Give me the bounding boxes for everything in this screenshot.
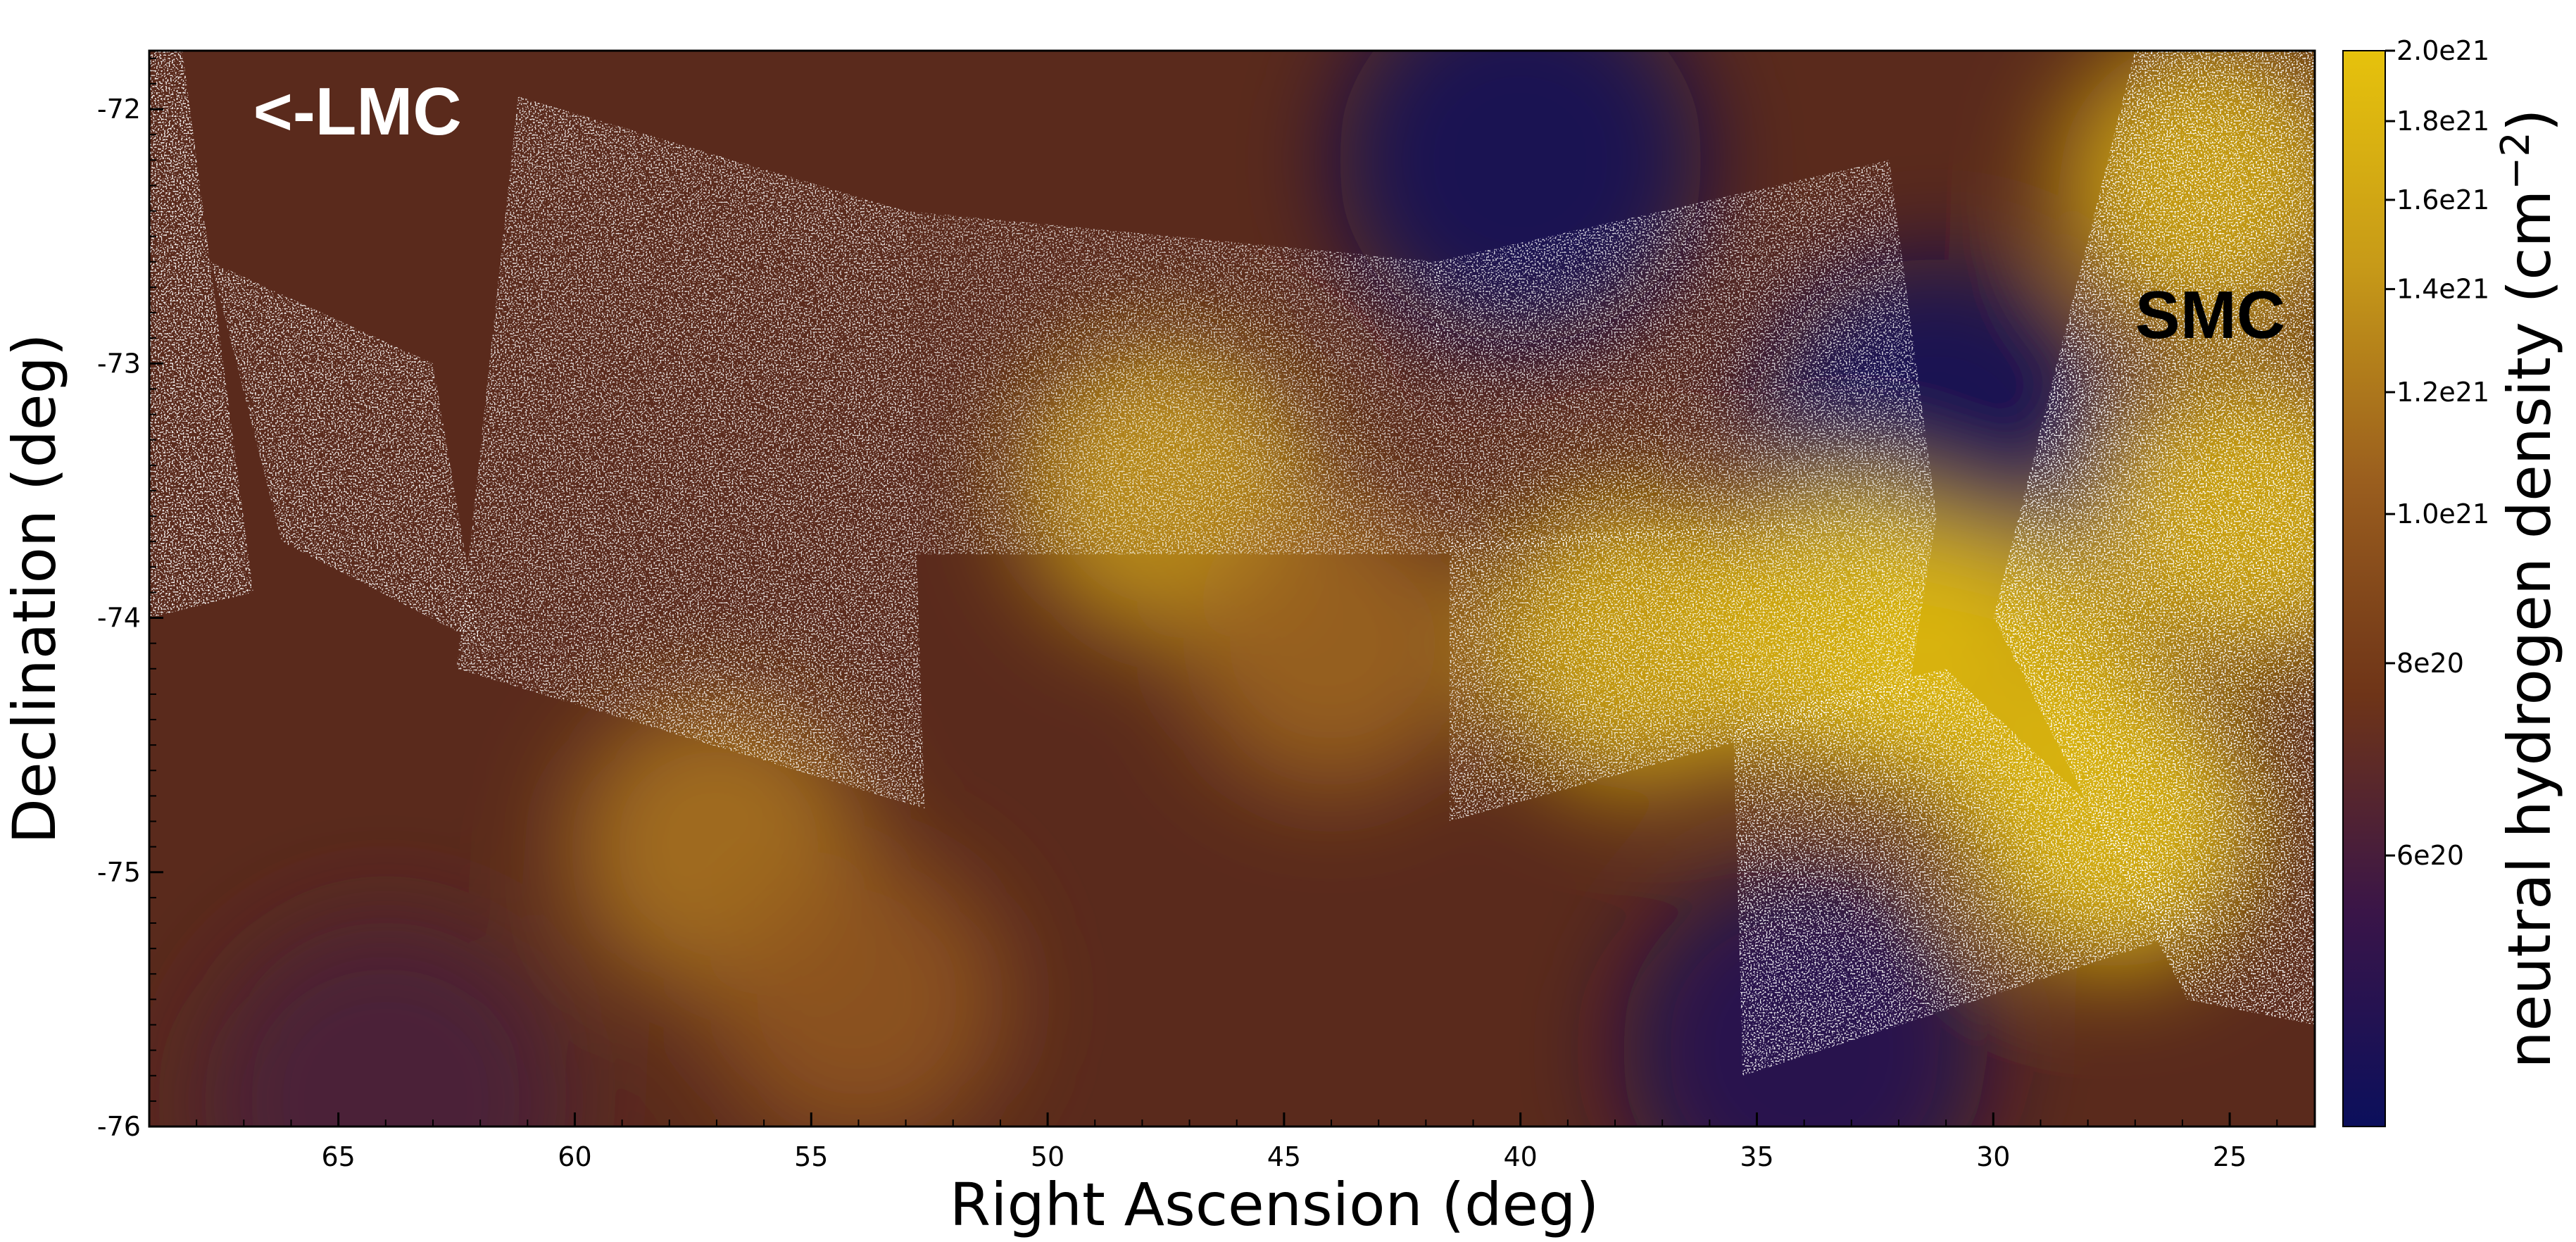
x-axis-title: Right Ascension (deg) <box>950 1170 1600 1239</box>
x-tick-label: 65 <box>321 1141 355 1172</box>
colorbar-label-exponent: −2 <box>2493 132 2539 190</box>
hi-low-region <box>202 917 569 1127</box>
colorbar-tick-label: 6e20 <box>2396 840 2464 871</box>
colorbar-ticks: 2.0e21 1.8e21 1.6e21 1.4e21 1.2e21 1.0e21 8e20… <box>2385 35 2489 871</box>
x-tick-label: 55 <box>794 1141 828 1172</box>
y-tick-label: -75 <box>97 857 141 888</box>
star-field-tile <box>149 51 253 618</box>
star-field-tile <box>1993 51 2315 1025</box>
colorbar-bar <box>2342 50 2386 1127</box>
x-tick-label: 35 <box>1740 1141 1773 1172</box>
plot-frame <box>148 49 2316 1128</box>
colorbar-tick-label: 2.0e21 <box>2396 35 2489 66</box>
x-axis: 65 60 55 50 45 40 35 30 25 <box>196 1112 2278 1172</box>
colorbar-tick-label: 1.4e21 <box>2396 274 2489 305</box>
hi-blob <box>1183 495 1480 791</box>
x-tick-label: 40 <box>1504 1141 1538 1172</box>
star-field-tile <box>456 96 925 809</box>
y-axis-title: Declination (deg) <box>0 333 69 843</box>
star-field-mosaic <box>149 51 2315 1076</box>
star-field-tile <box>1435 160 1937 555</box>
colorbar-tick-label: 1.6e21 <box>2396 184 2489 215</box>
x-tick-label: 60 <box>558 1141 591 1172</box>
y-axis: -72 -73 -74 -75 -76 <box>97 57 163 1142</box>
colorbar-tick-label: 1.0e21 <box>2396 498 2489 529</box>
y-tick-label: -72 <box>97 94 141 125</box>
colorbar-tick-label: 8e20 <box>2396 648 2464 679</box>
y-tick-label: -74 <box>97 603 141 634</box>
colorbar-tick-label: 1.8e21 <box>2396 106 2489 137</box>
annotations: <-LMC SMC <box>253 74 2285 353</box>
star-field-tile <box>1733 668 2216 1076</box>
x-tick-label: 30 <box>1976 1141 2010 1172</box>
x-tick-label: 25 <box>2213 1141 2247 1172</box>
colorbar-label-close: ) <box>2495 108 2564 132</box>
star-field-tile <box>1449 516 1937 822</box>
x-tick-label: 45 <box>1267 1141 1301 1172</box>
colorbar-tick-label: 1.2e21 <box>2396 377 2489 408</box>
hi-blob <box>710 851 1007 1127</box>
star-field-tile <box>211 261 481 644</box>
colorbar-label-text: neutral hydrogen density (cm <box>2495 190 2564 1069</box>
x-tick-label: 50 <box>1031 1141 1064 1172</box>
lmc-direction-label: <-LMC <box>253 74 462 149</box>
y-tick-label: -76 <box>97 1111 141 1142</box>
star-field-tile <box>905 211 1440 555</box>
colorbar-label: neutral hydrogen density (cm−2) <box>2493 108 2564 1068</box>
colorbar: 2.0e21 1.8e21 1.6e21 1.4e21 1.2e21 1.0e21 8e20… <box>2342 35 2564 1127</box>
y-tick-label: -73 <box>97 348 141 379</box>
smc-label: SMC <box>2135 277 2285 353</box>
